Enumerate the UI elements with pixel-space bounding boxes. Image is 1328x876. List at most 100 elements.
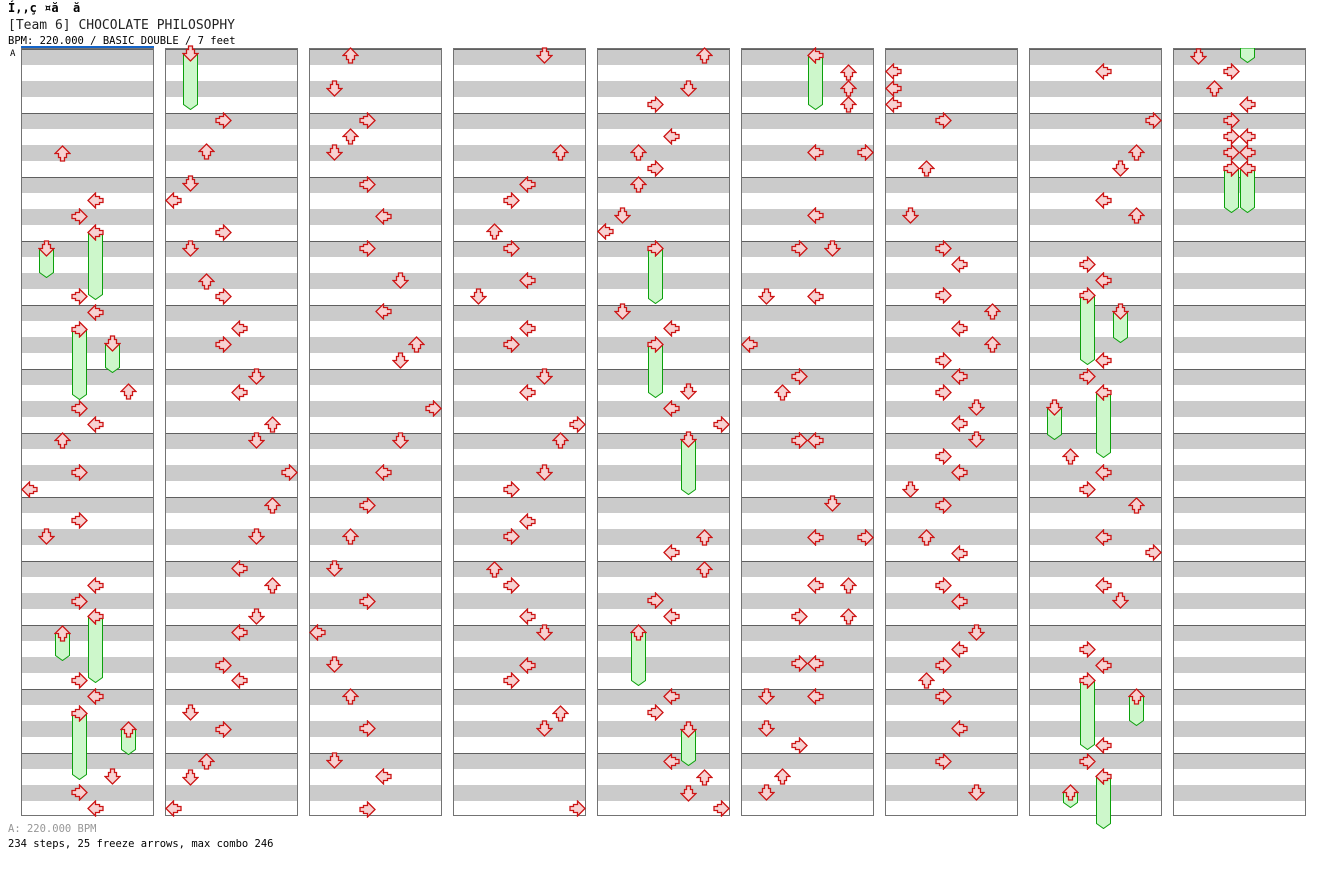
note-arrow-right	[1145, 543, 1162, 561]
note-arrow-up	[342, 127, 360, 145]
note-arrow-right	[215, 287, 232, 305]
note-arrow-right-freeze-head	[647, 239, 664, 257]
freeze-bar	[71, 713, 87, 780]
note-arrow-down	[247, 431, 265, 449]
note-arrow-right	[569, 799, 586, 817]
note-arrow-right	[71, 671, 88, 689]
note-arrow-left	[1239, 143, 1256, 161]
note-arrow-up-freeze-head	[120, 720, 138, 738]
note-arrow-down	[1189, 47, 1207, 65]
note-arrow-down	[757, 719, 775, 737]
note-arrow-left	[951, 640, 968, 658]
note-arrow-up	[552, 704, 570, 722]
note-arrow-right	[1223, 143, 1240, 161]
note-arrow-up	[264, 415, 282, 433]
note-arrow-down	[103, 767, 121, 785]
note-arrow-left	[663, 752, 680, 770]
freeze-bar	[104, 343, 120, 373]
chart-column-5	[597, 48, 730, 816]
note-arrow-up	[264, 496, 282, 514]
note-arrow-left-freeze-head	[87, 607, 104, 625]
freeze-bar	[808, 55, 824, 110]
note-arrow-left	[663, 399, 680, 417]
note-arrow-left	[1095, 656, 1112, 674]
note-arrow-left	[519, 607, 536, 625]
note-arrow-left	[519, 271, 536, 289]
note-arrow-left	[231, 559, 248, 577]
note-arrow-down	[679, 784, 697, 802]
note-arrow-left	[1095, 62, 1112, 80]
note-arrow-right	[713, 799, 730, 817]
note-arrow-right	[1079, 640, 1096, 658]
section-marker-line	[21, 46, 154, 48]
note-arrow-left	[807, 206, 824, 224]
freeze-bar	[1079, 295, 1095, 365]
note-arrow-down-freeze-head	[103, 334, 121, 352]
note-arrow-left-freeze-head	[807, 46, 824, 64]
note-arrow-right	[791, 654, 808, 672]
note-arrow-up	[120, 382, 138, 400]
note-arrow-down	[325, 559, 343, 577]
note-arrow-right	[935, 576, 952, 594]
note-arrow-right-freeze-head	[71, 704, 88, 722]
note-arrow-left	[87, 303, 104, 321]
note-arrow-down	[901, 206, 919, 224]
note-arrow-up	[54, 431, 72, 449]
note-arrow-up	[774, 767, 792, 785]
freeze-bar	[1223, 168, 1239, 213]
note-arrow-down	[901, 480, 919, 498]
note-arrow-right-freeze-head	[71, 320, 88, 338]
freeze-bar	[1096, 776, 1112, 829]
note-arrow-left	[165, 799, 182, 817]
note-arrow-left	[375, 767, 392, 785]
note-arrow-right	[791, 367, 808, 385]
note-arrow-right	[857, 528, 874, 546]
note-arrow-left	[87, 191, 104, 209]
note-arrow-left	[807, 654, 824, 672]
note-arrow-up	[696, 46, 714, 64]
note-arrow-left	[807, 687, 824, 705]
song-title-japanese: Í,,ç ¤ă ă	[8, 1, 81, 15]
note-arrow-left	[375, 207, 392, 225]
note-arrow-down	[181, 239, 199, 257]
note-arrow-down-freeze-head	[679, 720, 697, 738]
note-arrow-left	[519, 319, 536, 337]
note-arrow-up	[840, 607, 858, 625]
note-arrow-down	[469, 287, 487, 305]
note-arrow-up	[198, 272, 216, 290]
note-arrow-right	[857, 143, 874, 161]
note-arrow-left	[231, 383, 248, 401]
note-arrow-down	[181, 768, 199, 786]
freeze-bar	[1129, 696, 1145, 726]
note-arrow-right	[359, 111, 376, 129]
note-arrow-down	[757, 783, 775, 801]
freeze-bar	[647, 248, 663, 304]
note-arrow-up-freeze-head	[1062, 783, 1080, 801]
note-arrow-right	[791, 431, 808, 449]
note-arrow-up	[840, 95, 858, 113]
note-arrow-right	[935, 447, 952, 465]
note-arrow-up	[486, 560, 504, 578]
note-arrow-right	[71, 511, 88, 529]
note-arrow-right	[71, 399, 88, 417]
note-arrow-right	[503, 239, 520, 257]
note-arrow-up	[1062, 447, 1080, 465]
note-arrow-up	[342, 46, 360, 64]
freeze-bar	[1079, 680, 1095, 750]
note-arrow-down	[391, 431, 409, 449]
note-arrow-up	[1206, 79, 1224, 97]
note-arrow-left	[375, 463, 392, 481]
note-arrow-right-freeze-head	[647, 335, 664, 353]
note-arrow-left-freeze-head	[1239, 159, 1256, 177]
note-arrow-right	[935, 656, 952, 674]
note-arrow-left	[87, 799, 104, 817]
note-arrow-right-freeze-head	[1223, 159, 1240, 177]
note-arrow-right	[647, 159, 664, 177]
note-arrow-left	[231, 623, 248, 641]
note-arrow-right-freeze-head	[1079, 671, 1096, 689]
note-arrow-up	[918, 671, 936, 689]
note-arrow-left	[807, 143, 824, 161]
note-arrow-up	[840, 79, 858, 97]
note-arrow-left	[663, 127, 680, 145]
